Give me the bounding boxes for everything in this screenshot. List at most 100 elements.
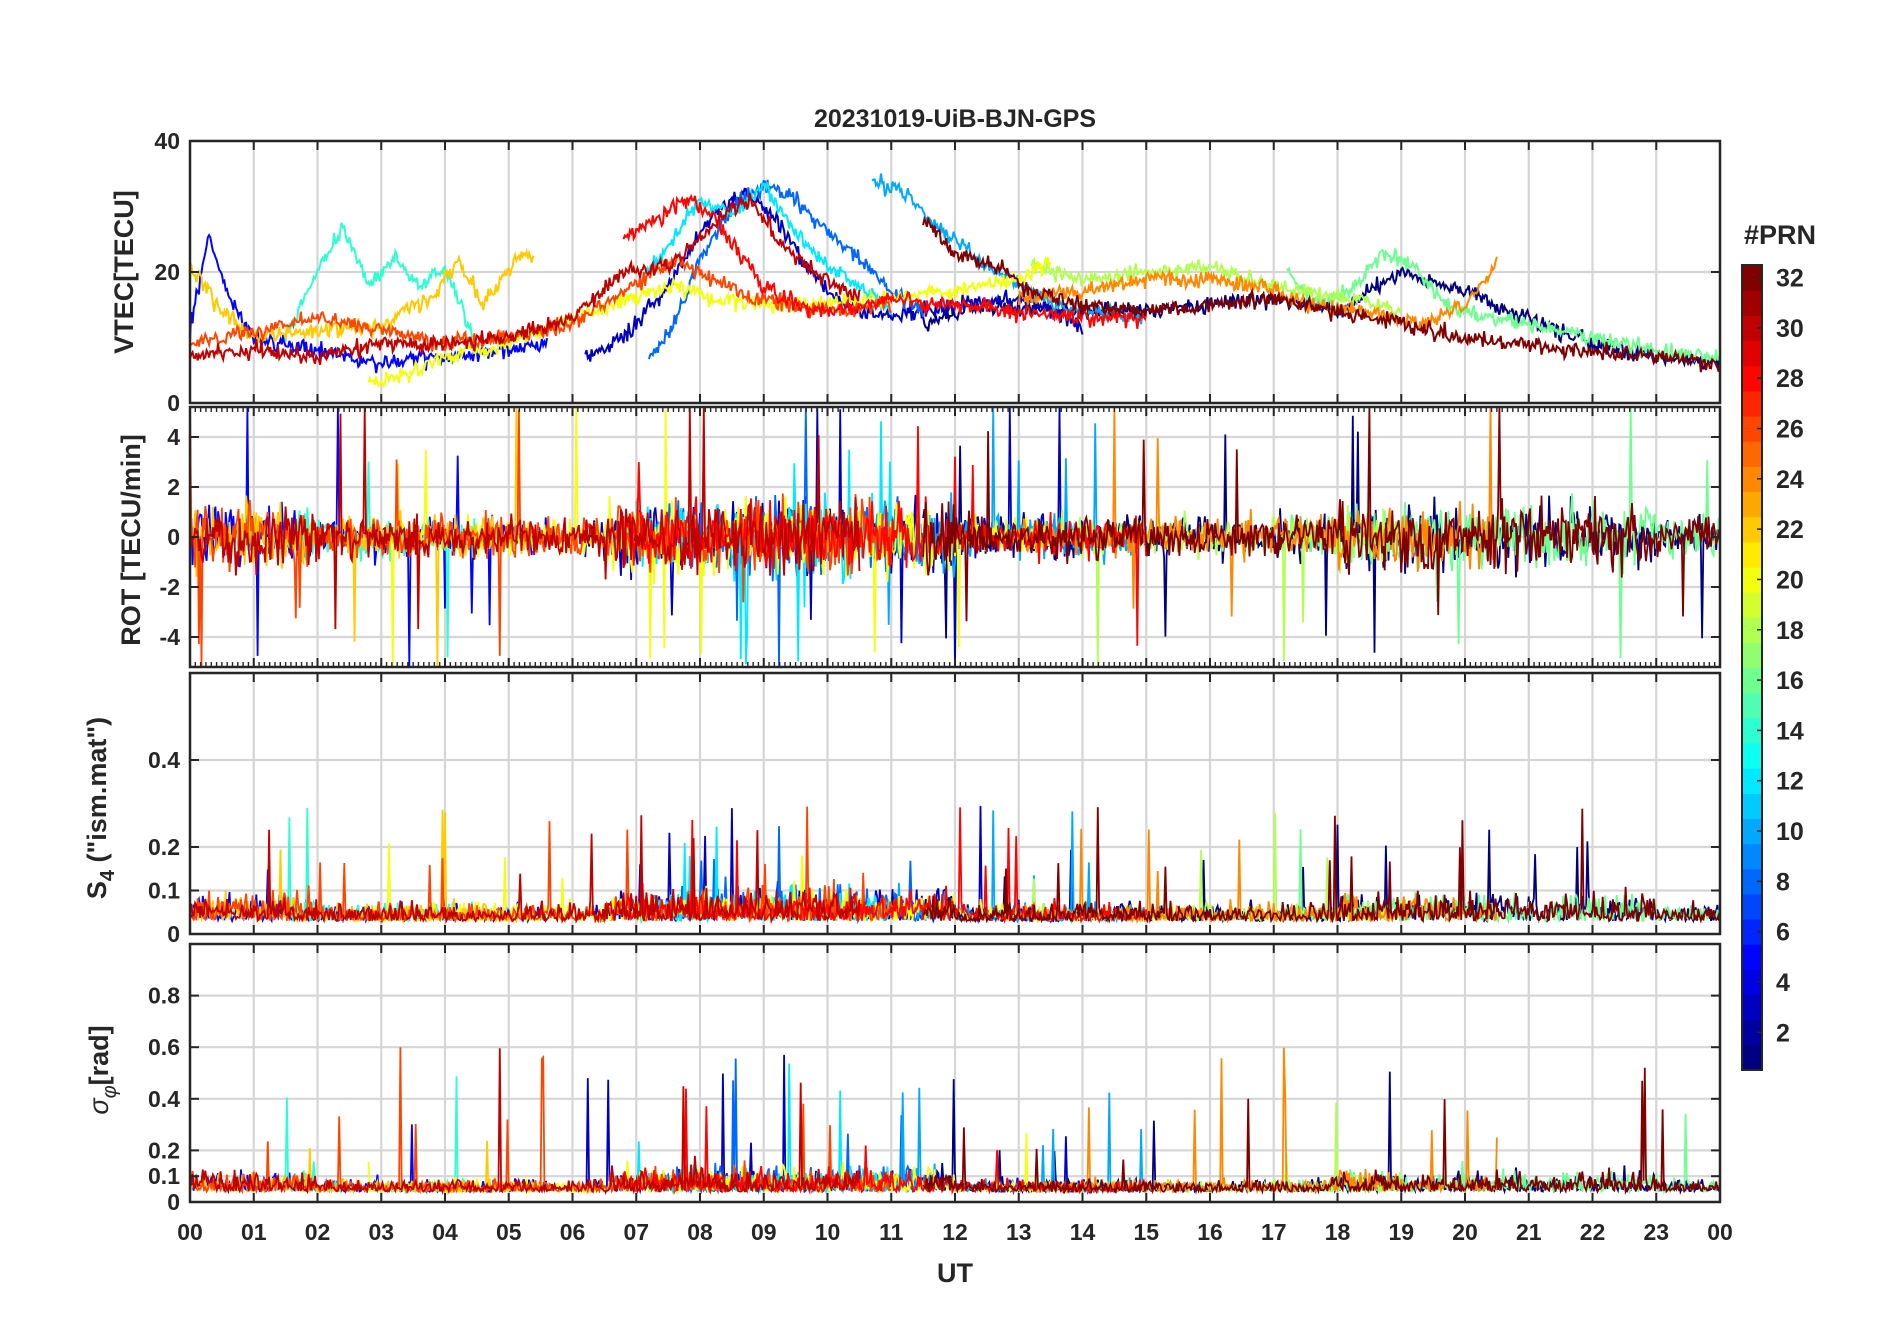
rot-series-prn-32 xyxy=(922,407,1720,622)
xtick-label: 08 xyxy=(687,1219,713,1245)
colorbar-tick-label: 2 xyxy=(1776,1019,1790,1047)
vtec-series-prn-3 xyxy=(584,187,1084,362)
xtick-label: 14 xyxy=(1070,1219,1096,1245)
s4-series-prn-28 xyxy=(622,807,1148,924)
panel-rot-ylabel: ROT [TECU/min] xyxy=(116,434,146,645)
x-axis-tick-labels: 00 01 02 03 04 05 06 07 08 09 10 11 12 13 14 15 16 17 18 19… xyxy=(177,1219,1733,1245)
colorbar-swatch xyxy=(1742,566,1762,593)
panel-sigma-phi-ylabel-main: σ xyxy=(84,1097,114,1115)
panel-s4-ylabel-main: S xyxy=(82,881,112,899)
vtec-series-prn-12 xyxy=(635,180,892,316)
panel-vtec-series xyxy=(190,173,1720,389)
colorbar-swatch xyxy=(1742,466,1762,493)
colorbar-tick-label: 18 xyxy=(1776,617,1804,645)
colorbar-swatch xyxy=(1742,692,1762,719)
ytick-label: 0 xyxy=(167,524,180,550)
ytick-label: 40 xyxy=(154,128,180,154)
vtec-series-prn-26 xyxy=(190,250,892,352)
xtick-label: 10 xyxy=(815,1219,841,1245)
colorbar-swatch xyxy=(1742,994,1762,1021)
colorbar-swatch xyxy=(1742,516,1762,543)
colorbar-swatch xyxy=(1742,768,1762,794)
panel-rot-ytick-labels: -4 -2 0 2 4 xyxy=(160,424,181,650)
panel-sigma-phi-ylabel-sub: φ xyxy=(99,1085,121,1098)
colorbar-tick-label: 16 xyxy=(1776,667,1804,695)
xtick-label: 19 xyxy=(1388,1219,1414,1245)
xtick-label: 15 xyxy=(1133,1219,1159,1245)
colorbar-tick-label: 8 xyxy=(1776,868,1790,896)
colorbar-swatch xyxy=(1742,491,1762,518)
panel-sigma-phi-ylabel-tail: [rad] xyxy=(84,1025,114,1085)
xtick-label: 18 xyxy=(1325,1219,1351,1245)
colorbar-swatch xyxy=(1742,365,1762,392)
colorbar-swatch xyxy=(1742,290,1762,316)
xtick-label: 00 xyxy=(177,1219,203,1245)
xtick-label: 21 xyxy=(1516,1219,1542,1245)
xtick-label: 17 xyxy=(1261,1219,1287,1245)
colorbar-swatch xyxy=(1742,265,1762,291)
colorbar-swatch xyxy=(1742,617,1762,643)
panel-s4-ytick-labels: 0 0.1 0.2 0.4 xyxy=(148,747,180,947)
colorbar-swatch xyxy=(1742,742,1762,769)
panel-rot-series xyxy=(190,407,1720,667)
vtec-series-prn-30 xyxy=(190,192,861,366)
rot-series-prn-30 xyxy=(190,407,861,630)
colorbar-swatch xyxy=(1742,893,1762,920)
vtec-series-prn-20 xyxy=(367,255,1052,389)
colorbar-swatch xyxy=(1742,1044,1762,1071)
colorbar-swatch xyxy=(1742,667,1762,694)
xtick-label: 11 xyxy=(879,1219,904,1245)
ytick-label: 0.4 xyxy=(148,1086,180,1112)
colorbar-swatch xyxy=(1742,642,1762,669)
ytick-label: 0.2 xyxy=(148,1137,180,1163)
colorbar-tick-label: 4 xyxy=(1776,969,1790,997)
panel-sigma-phi-series xyxy=(190,1047,1720,1196)
xtick-label: 01 xyxy=(241,1219,267,1245)
colorbar-swatch xyxy=(1742,441,1762,467)
vtec-series-prn-32 xyxy=(922,215,1720,373)
xtick-label: 06 xyxy=(560,1219,586,1245)
ytick-label: 0.8 xyxy=(148,983,180,1009)
panel-vtec: 0 20 40 VTEC[TECU] xyxy=(109,128,1722,416)
colorbar-swatch xyxy=(1742,969,1762,996)
xtick-label: 13 xyxy=(1006,1219,1032,1245)
xtick-label: 16 xyxy=(1197,1219,1223,1245)
xtick-label: 00 xyxy=(1707,1219,1733,1245)
colorbar-tick-label: 24 xyxy=(1776,466,1804,494)
panel-vtec-ytick-labels: 0 20 40 xyxy=(154,128,180,416)
ytick-label: 0.1 xyxy=(148,878,180,904)
ytick-label: 0.2 xyxy=(148,834,180,860)
xtick-label: 05 xyxy=(496,1219,522,1245)
panel-vtec-ticks xyxy=(189,140,1721,404)
xtick-label: 12 xyxy=(942,1219,968,1245)
colorbar-swatch xyxy=(1742,340,1762,367)
panel-vtec-ylabel: VTEC[TECU] xyxy=(109,190,139,354)
colorbar-swatch xyxy=(1742,818,1762,845)
vtec-series-prn-28 xyxy=(622,193,1148,329)
panel-s4-ylabel: S4 ("ism.mat") xyxy=(82,717,119,899)
panel-sigma-phi-ylabel: σφ[rad] xyxy=(84,1025,121,1114)
panel-sigma-phi: 00.10.2 0.4 0.6 0.8 σφ[rad] xyxy=(84,942,1722,1215)
xtick-label: 03 xyxy=(368,1219,394,1245)
ytick-label: 20 xyxy=(154,259,180,285)
colorbar-swatch xyxy=(1742,843,1762,870)
ytick-label: 0.1 xyxy=(148,1163,180,1189)
colorbar-tick-label: 32 xyxy=(1776,265,1804,293)
sigma-phi-series-prn-32 xyxy=(922,1067,1720,1195)
colorbar-tick-label: 10 xyxy=(1776,818,1804,846)
sigma-phi-series-prn-28 xyxy=(622,1088,1148,1195)
ytick-label: 0.4 xyxy=(148,747,180,773)
ytick-label: 2 xyxy=(167,474,180,500)
ytick-label: -4 xyxy=(160,624,181,650)
panel-sigma-phi-ticks xyxy=(189,944,1721,1203)
panel-rot-ticks xyxy=(189,407,1721,667)
colorbar-tick-label: 28 xyxy=(1776,365,1804,393)
panel-rot: -4 -2 0 2 4 ROT [TECU/min] xyxy=(116,405,1722,669)
vtec-series-prn-14 xyxy=(284,222,478,353)
panel-s4-ylabel-tail: ("ism.mat") xyxy=(82,717,112,870)
colorbar-swatch xyxy=(1742,919,1762,945)
ytick-label: 0 xyxy=(167,390,180,416)
